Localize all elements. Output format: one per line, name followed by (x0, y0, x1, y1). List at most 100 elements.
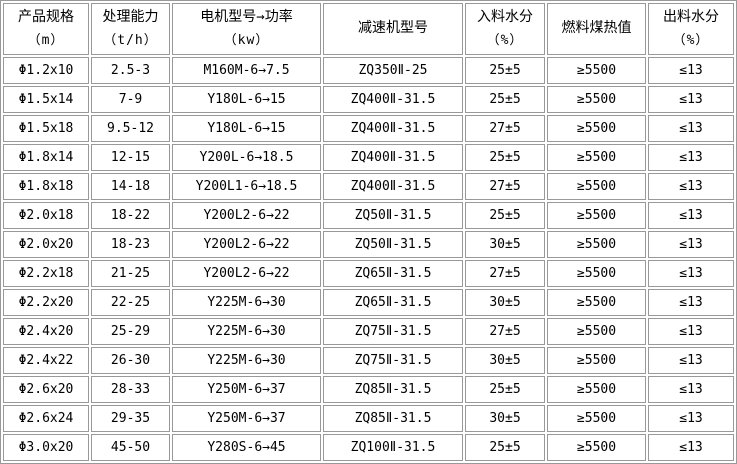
table-cell: ≤13 (648, 57, 734, 84)
table-header: 产品规格 （m） 处理能力 （t/h） 电机型号→功率 （kw） 减速机型号 入料水分 （%） 燃… (3, 3, 734, 55)
table-cell: ≥5500 (547, 289, 646, 316)
table-row: Φ2.4x20 25-29 Y225M-6→30 ZQ75Ⅱ-31.5 27±5 ≥550… (3, 318, 734, 345)
table-cell: 7-9 (91, 86, 170, 113)
table-cell: Φ2.4x20 (3, 318, 89, 345)
table-cell: 30±5 (465, 289, 545, 316)
column-header-unit: （t/h） (103, 33, 158, 49)
table-cell: 21-25 (91, 260, 170, 287)
table-cell: ≥5500 (547, 173, 646, 200)
table-cell: ZQ85Ⅱ-31.5 (323, 376, 463, 403)
table-cell: 12-15 (91, 144, 170, 171)
table-cell: 25±5 (465, 57, 545, 84)
table-cell: 26-30 (91, 347, 170, 374)
table-cell: ZQ50Ⅱ-31.5 (323, 231, 463, 258)
table-cell: ≥5500 (547, 318, 646, 345)
table-cell: ≥5500 (547, 405, 646, 432)
column-header-unit: （m） (27, 33, 65, 49)
table-row: Φ2.2x18 21-25 Y200L2-6→22 ZQ65Ⅱ-31.5 27±5 ≥55… (3, 260, 734, 287)
table-cell: ≥5500 (547, 144, 646, 171)
table-cell: 45-50 (91, 434, 170, 461)
table-cell: ≤13 (648, 347, 734, 374)
table-cell: ZQ400Ⅱ-31.5 (323, 144, 463, 171)
table-cell: ≥5500 (547, 202, 646, 229)
table-cell: Φ2.2x20 (3, 289, 89, 316)
table-cell: Φ1.2x10 (3, 57, 89, 84)
table-cell: ≤13 (648, 260, 734, 287)
table-cell: ZQ50Ⅱ-31.5 (323, 202, 463, 229)
table-cell: 30±5 (465, 347, 545, 374)
table-cell: 30±5 (465, 231, 545, 258)
table-row: Φ1.8x14 12-15 Y200L-6→18.5 ZQ400Ⅱ-31.5 25±5 ≥… (3, 144, 734, 171)
table-cell: Φ2.6x20 (3, 376, 89, 403)
table-row: Φ1.5x18 9.5-12 Y180L-6→15 ZQ400Ⅱ-31.5 27±5 ≥5… (3, 115, 734, 142)
table-cell: ZQ400Ⅱ-31.5 (323, 86, 463, 113)
column-header-title: 出料水分 (663, 8, 719, 25)
column-header-title: 处理能力 (102, 8, 159, 25)
table-row: Φ1.5x14 7-9 Y180L-6→15 ZQ400Ⅱ-31.5 25±5 ≥5500… (3, 86, 734, 113)
table-cell: Y200L-6→18.5 (172, 144, 321, 171)
column-header-title: 产品规格 (18, 8, 74, 25)
table-cell: Y200L2-6→22 (172, 231, 321, 258)
table-cell: ≥5500 (547, 115, 646, 142)
table-cell: 9.5-12 (91, 115, 170, 142)
table-cell: 25±5 (465, 144, 545, 171)
table-cell: Y250M-6→37 (172, 376, 321, 403)
column-header-title: 电机型号→功率 (200, 8, 293, 25)
table-cell: Φ3.0x20 (3, 434, 89, 461)
table-cell: ≥5500 (547, 231, 646, 258)
table-cell: Φ1.5x18 (3, 115, 89, 142)
table-cell: ≥5500 (547, 347, 646, 374)
table-cell: 30±5 (465, 405, 545, 432)
table-cell: ZQ75Ⅱ-31.5 (323, 318, 463, 345)
table-cell: ≤13 (648, 376, 734, 403)
table-cell: ≤13 (648, 144, 734, 171)
column-header: 出料水分 （%） (648, 3, 734, 55)
table-cell: Φ2.0x18 (3, 202, 89, 229)
table-cell: 25±5 (465, 86, 545, 113)
table-cell: Φ2.0x20 (3, 231, 89, 258)
column-header-unit: （kw） (223, 33, 270, 49)
table-cell: Y225M-6→30 (172, 318, 321, 345)
table-cell: 28-33 (91, 376, 170, 403)
table-cell: Φ1.8x14 (3, 144, 89, 171)
table-cell: ≤13 (648, 318, 734, 345)
table-cell: Φ2.4x22 (3, 347, 89, 374)
table-cell: ≥5500 (547, 260, 646, 287)
table-cell: 25-29 (91, 318, 170, 345)
table-cell: ≤13 (648, 434, 734, 461)
column-header-title: 减速机型号 (358, 20, 428, 37)
table-cell: ≤13 (648, 289, 734, 316)
table-cell: ZQ75Ⅱ-31.5 (323, 347, 463, 374)
table-cell: 18-23 (91, 231, 170, 258)
table-cell: Φ1.8x18 (3, 173, 89, 200)
table-cell: Y200L1-6→18.5 (172, 173, 321, 200)
table-cell: 25±5 (465, 434, 545, 461)
table-cell: ≤13 (648, 231, 734, 258)
table-cell: Φ1.5x14 (3, 86, 89, 113)
column-header-unit: （%） (672, 33, 710, 49)
table-row: Φ2.0x20 18-23 Y200L2-6→22 ZQ50Ⅱ-31.5 30±5 ≥55… (3, 231, 734, 258)
table-cell: ZQ400Ⅱ-31.5 (323, 115, 463, 142)
table-row: Φ2.6x20 28-33 Y250M-6→37 ZQ85Ⅱ-31.5 25±5 ≥550… (3, 376, 734, 403)
column-header: 减速机型号 (323, 3, 463, 55)
table-cell: 27±5 (465, 260, 545, 287)
table-cell: ZQ350Ⅱ-25 (323, 57, 463, 84)
table-cell: 2.5-3 (91, 57, 170, 84)
table-cell: ZQ65Ⅱ-31.5 (323, 289, 463, 316)
table-cell: 27±5 (465, 173, 545, 200)
table-cell: Y250M-6→37 (172, 405, 321, 432)
column-header: 入料水分 （%） (465, 3, 545, 55)
table-cell: 29-35 (91, 405, 170, 432)
table-cell: ≥5500 (547, 434, 646, 461)
table-cell: Y200L2-6→22 (172, 260, 321, 287)
table-header-row: 产品规格 （m） 处理能力 （t/h） 电机型号→功率 （kw） 减速机型号 入料水分 （%） 燃… (3, 3, 734, 55)
table-cell: ZQ100Ⅱ-31.5 (323, 434, 463, 461)
table-cell: ≤13 (648, 115, 734, 142)
table-cell: ≤13 (648, 86, 734, 113)
table-cell: 27±5 (465, 115, 545, 142)
table-cell: Y225M-6→30 (172, 289, 321, 316)
table-row: Φ2.0x18 18-22 Y200L2-6→22 ZQ50Ⅱ-31.5 25±5 ≥55… (3, 202, 734, 229)
table-cell: ≤13 (648, 202, 734, 229)
table-cell: ZQ400Ⅱ-31.5 (323, 173, 463, 200)
table-cell: ≥5500 (547, 86, 646, 113)
